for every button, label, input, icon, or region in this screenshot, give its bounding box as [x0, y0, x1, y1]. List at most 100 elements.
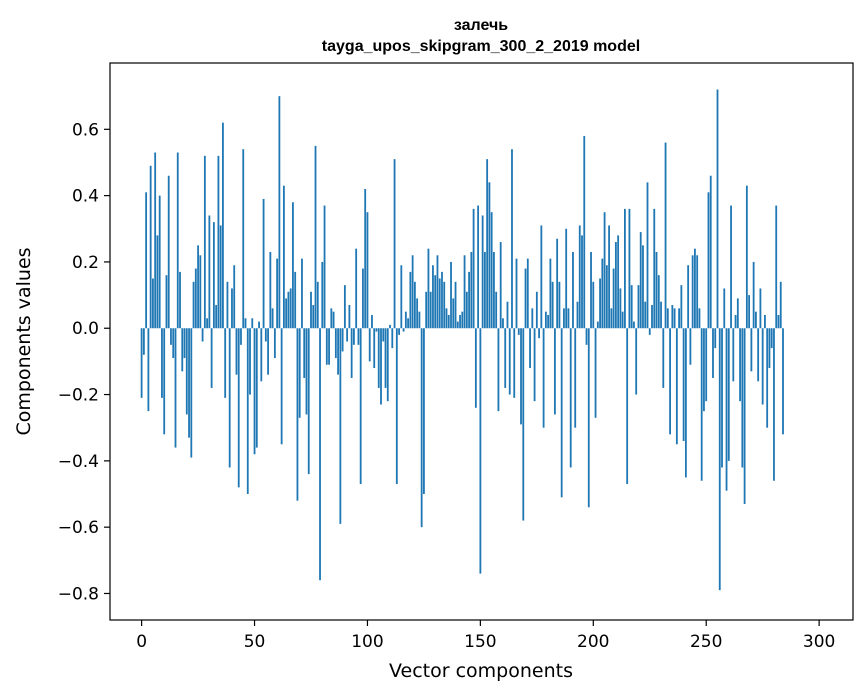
bar-133: [441, 271, 443, 329]
bar-263: [734, 314, 737, 329]
bar-63: [282, 185, 285, 329]
bar-35: [219, 225, 222, 329]
bar-246: [696, 255, 699, 329]
bar-22: [190, 328, 193, 458]
bar-10: [163, 328, 166, 435]
bar-150: [479, 328, 482, 574]
y-tick-label: 0.2: [72, 253, 99, 273]
bar-40: [231, 288, 233, 329]
bar-237: [675, 328, 678, 445]
bar-256: [718, 328, 721, 591]
bar-27: [201, 328, 204, 342]
bar-180: [547, 314, 550, 329]
bar-67: [292, 202, 294, 329]
bar-29: [206, 318, 209, 329]
bar-129: [432, 265, 434, 329]
bar-198: [587, 328, 590, 508]
bar-277: [766, 328, 769, 428]
bar-142: [461, 311, 464, 329]
bar-204: [601, 258, 604, 329]
bar-184: [556, 238, 559, 329]
bar-39: [228, 328, 231, 468]
bar-190: [569, 328, 572, 468]
bar-66: [289, 288, 292, 329]
y-tick-label: 0.6: [72, 120, 99, 140]
bar-2: [145, 192, 148, 329]
bar-61: [278, 96, 281, 329]
bar-193: [576, 301, 579, 329]
bar-59: [273, 328, 276, 359]
bar-79: [319, 328, 321, 581]
bar-104: [375, 328, 378, 332]
bar-148: [474, 328, 477, 408]
bar-206: [605, 265, 608, 329]
bar-202: [596, 321, 599, 329]
bar-37: [224, 328, 227, 398]
bar-178: [542, 328, 545, 428]
bar-106: [380, 328, 382, 405]
bar-196: [583, 135, 586, 329]
bar-74: [307, 328, 310, 475]
bar-41: [233, 265, 236, 329]
bar-78: [316, 281, 319, 329]
bar-168: [520, 328, 522, 425]
bar-239: [680, 285, 683, 329]
bar-36: [222, 122, 224, 329]
bar-230: [660, 301, 662, 329]
bar-175: [535, 291, 538, 329]
x-axis-ticks: 0 50 100 150 200 250 300: [136, 620, 835, 652]
bar-101: [368, 328, 371, 362]
y-tick-label: 0.0: [72, 319, 99, 339]
bar-177: [540, 225, 543, 329]
bar-58: [271, 308, 274, 329]
bar-281: [775, 205, 778, 329]
bar-162: [506, 301, 509, 329]
bar-122: [416, 298, 419, 329]
bar-4: [149, 165, 152, 329]
bar-38: [226, 281, 229, 329]
bar-series: [140, 89, 784, 591]
bar-16: [176, 152, 179, 329]
bar-47: [246, 328, 249, 495]
bar-6: [154, 152, 157, 329]
bar-124: [420, 328, 423, 528]
bar-191: [572, 251, 574, 329]
bar-146: [470, 251, 473, 329]
bar-64: [285, 298, 288, 329]
bar-91: [346, 328, 349, 342]
bar-48: [249, 328, 251, 395]
bar-227: [653, 208, 656, 329]
bar-120: [411, 255, 414, 329]
bar-139: [454, 281, 457, 329]
bar-105: [377, 328, 380, 388]
bar-160: [502, 318, 504, 329]
bar-13: [170, 328, 172, 345]
bar-161: [504, 328, 507, 388]
bar-42: [235, 328, 238, 375]
bar-135: [445, 308, 448, 329]
bar-226: [651, 305, 653, 329]
bar-132: [438, 278, 441, 329]
bar-199: [590, 251, 592, 329]
bar-236: [673, 308, 676, 329]
bar-197: [585, 328, 588, 345]
bar-69: [296, 328, 299, 501]
bar-279: [770, 328, 773, 349]
bar-147: [472, 208, 475, 329]
bar-44: [240, 328, 242, 345]
bar-134: [443, 281, 446, 329]
bar-138: [452, 298, 455, 329]
bar-186: [560, 328, 563, 498]
y-tick-label: 0.4: [72, 187, 99, 207]
bar-90: [343, 285, 346, 329]
x-tick-label: 50: [244, 632, 266, 652]
bar-125: [423, 328, 425, 495]
y-tick-label: −0.4: [58, 452, 99, 472]
bar-259: [725, 328, 728, 491]
bar-53: [260, 328, 263, 382]
bar-87: [337, 328, 339, 375]
bar-31: [210, 328, 213, 388]
bar-163: [508, 328, 511, 395]
bar-55: [264, 328, 267, 342]
